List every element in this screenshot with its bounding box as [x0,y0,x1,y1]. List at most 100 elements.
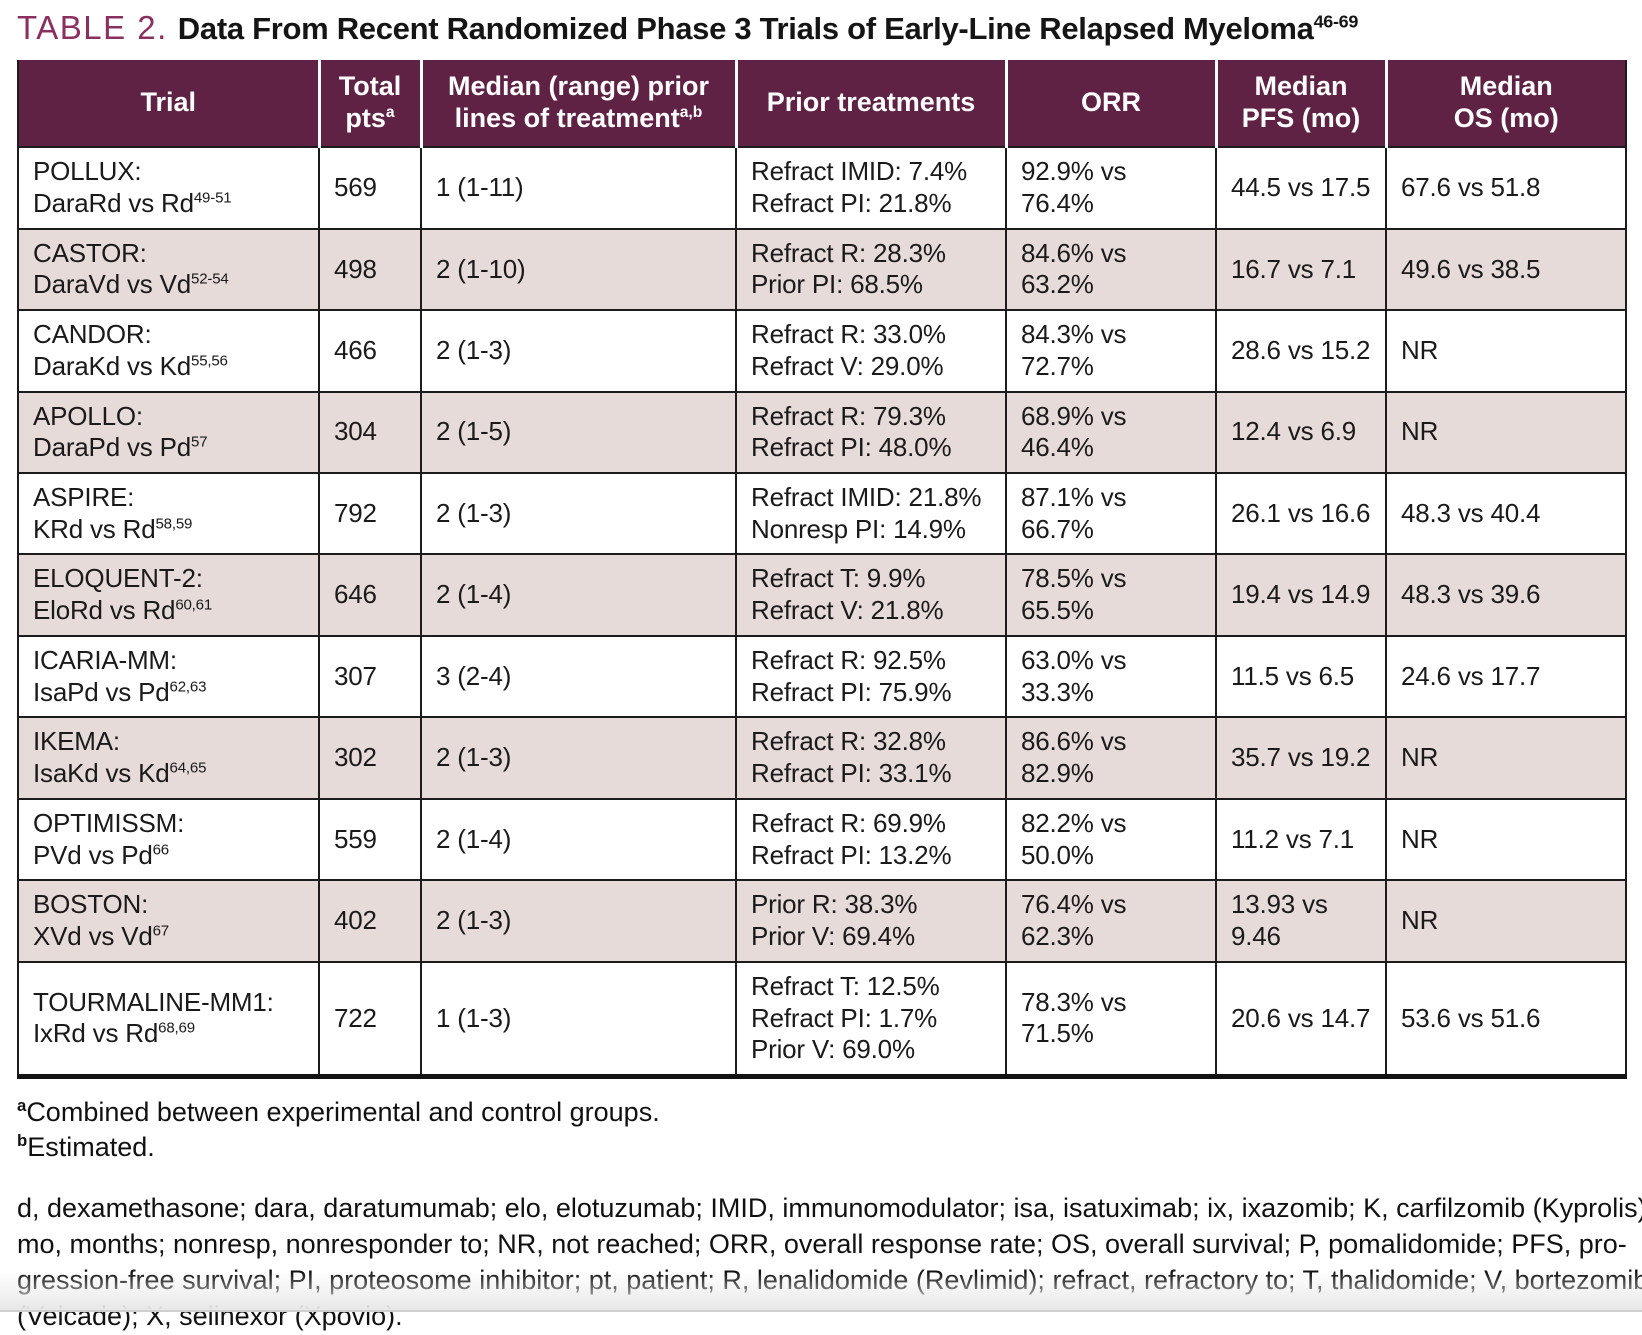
header-row: Trial Total ptsa Median (range) prior line… [18,60,1626,148]
prior-treatment-line: Refract R: 28.3% [751,237,946,268]
column-header-trial: Trial [18,60,319,148]
prior-treatment-line: Nonresp PI: 14.9% [751,513,966,544]
trials-table: Trial Total ptsa Median (range) prior line… [17,60,1627,1080]
median-pfs-cell: 35.7 vs 19.2 [1215,716,1387,800]
prior-treatments-cell: Refract IMID: 21.8% Nonresp PI: 14.9% [735,472,1007,556]
trial-name: POLLUX: [33,156,142,187]
orr-cell: 84.6% vs 63.2% [1005,227,1217,312]
orr-cell: 63.0% vs 33.3% [1005,634,1217,719]
column-header-median: Median OS (mo) [1384,60,1626,148]
median-os-cell: NR [1385,797,1627,882]
trial-name: BOSTON: [33,889,149,920]
trial-regimen: PVd vs Pd66 [33,840,308,872]
median-os-cell: NR [1385,390,1627,475]
median-pfs-cell: 12.4 vs 6.9 [1215,390,1387,475]
trial-regimen: EloRd vs Rd60,61 [33,595,308,627]
median-pfs-cell: 28.6 vs 15.2 [1215,309,1387,393]
orr-cell: 84.3% vs 72.7% [1005,309,1217,393]
trial-regimen: IsaPd vs Pd62,63 [33,677,308,709]
prior-treatments-cell: Refract IMID: 7.4% Refract PI: 21.8% [735,146,1007,230]
prior-treatment-line: Prior PI: 68.5% [751,269,923,300]
footnote-b-marker: b [17,1131,28,1151]
regimen-text: DaraPd vs Pd [33,432,192,463]
median-pfs-cell: 20.6 vs 14.7 [1215,960,1387,1078]
median-lines-cell: 3 (2-4) [420,634,737,719]
median-os-cell: 48.3 vs 40.4 [1385,472,1627,556]
trial-name: ASPIRE: [33,482,135,513]
prior-treatment-line: Refract PI: 75.9% [751,676,952,707]
prior-treatment-line: Refract V: 21.8% [751,595,944,626]
regimen-text: EloRd vs Rd [33,595,176,626]
table-row: ASPIRE: KRd vs Rd58,59 792 2 (1-3) Refract I… [17,472,1627,556]
median-pfs-cell: 11.2 vs 7.1 [1215,797,1387,882]
regimen-text: XVd vs Vd [33,920,153,951]
orr-cell: 78.3% vs 71.5% [1005,960,1217,1078]
prior-treatment-line: Refract V: 29.0% [751,350,944,381]
median-os-cell: 53.6 vs 51.6 [1385,960,1627,1078]
trial-regimen: DaraVd vs Vd52-54 [33,269,308,301]
regimen-text: IsaPd vs Pd [33,676,170,707]
title-text: Data From Recent Randomized Phase 3 Tria… [178,11,1359,46]
trial-name: OPTIMISSM: [33,807,185,838]
median-lines-cell: 2 (1-10) [420,227,737,312]
regimen-text: DaraRd vs Rd [33,188,194,219]
prior-treatments-cell: Refract R: 33.0% Refract V: 29.0% [735,309,1007,393]
prior-treatment-line: Refract T: 12.5% [751,970,940,1001]
column-header-label: Median (range) prior lines of treatment [447,71,710,134]
trial-cell: IKEMA: IsaKd vs Kd64,65 [17,716,320,800]
trial-name: CANDOR: [33,319,152,350]
median-os-cell: NR [1385,309,1627,393]
prior-treatment-line: Refract T: 9.9% [751,563,926,594]
median-os-cell: 48.3 vs 39.6 [1385,553,1627,637]
column-header-orr: ORR [1004,60,1216,148]
trial-cell: ASPIRE: KRd vs Rd58,59 [17,472,320,556]
column-header-median: Median (range) prior lines of treatmenta… [419,60,736,148]
total-pts-cell: 559 [318,797,422,882]
column-header-label: ORR [1081,87,1141,118]
column-header-label: Trial [140,87,197,118]
abbreviation-line: d, dexamethasone; dara, daratumumab; elo… [17,1193,1642,1224]
prior-treatment-line: Refract IMID: 21.8% [751,482,982,513]
total-pts-cell: 722 [318,960,422,1078]
footnote-b: bEstimated. [17,1130,1642,1165]
reference-superscript: 68,69 [158,1019,195,1037]
table-body: POLLUX: DaraRd vs Rd49-51 569 1 (1-11) Refra… [17,146,1627,1078]
median-os-cell: 24.6 vs 17.7 [1385,634,1627,719]
prior-treatments-cell: Refract R: 92.5% Refract PI: 75.9% [735,634,1007,719]
table-row: CASTOR: DaraVd vs Vd52-54 498 2 (1-10) Refra… [17,227,1627,312]
median-lines-cell: 2 (1-3) [420,309,737,393]
median-os-cell: NR [1385,716,1627,800]
total-pts-cell: 402 [318,879,422,963]
total-pts-cell: 792 [318,472,422,556]
prior-treatment-line: Refract PI: 33.1% [751,758,952,789]
trial-name: APOLLO: [33,400,143,431]
orr-cell: 78.5% vs 65.5% [1005,553,1217,637]
trial-name: TOURMALINE-MM1: [33,986,274,1017]
median-lines-cell: 1 (1-3) [420,960,737,1078]
total-pts-cell: 646 [318,553,422,637]
total-pts-cell: 498 [318,227,422,312]
orr-cell: 76.4% vs 62.3% [1005,879,1217,963]
orr-cell: 68.9% vs 46.4% [1005,390,1217,475]
column-header-label: Prior treatments [766,87,976,118]
median-lines-cell: 2 (1-3) [420,716,737,800]
trial-cell: CANDOR: DaraKd vs Kd55,56 [17,309,320,393]
median-pfs-cell: 13.93 vs 9.46 [1215,879,1387,963]
orr-cell: 87.1% vs 66.7% [1005,472,1217,556]
footnote-a-marker: a [17,1096,27,1116]
prior-treatment-line: Refract R: 69.9% [751,807,946,838]
orr-cell: 86.6% vs 82.9% [1005,716,1217,800]
prior-treatments-cell: Refract T: 9.9% Refract V: 21.8% [735,553,1007,637]
reference-superscript: 52-54 [191,270,229,288]
median-os-cell: NR [1385,879,1627,963]
footnote-a: aCombined between experimental and contr… [17,1095,1642,1130]
median-pfs-cell: 19.4 vs 14.9 [1215,553,1387,637]
column-header-total: Total ptsa [317,60,421,148]
footnote-b-text: Estimated. [27,1132,155,1163]
table-row: APOLLO: DaraPd vs Pd57 304 2 (1-5) Refract R… [17,390,1627,475]
prior-treatment-line: Refract PI: 13.2% [751,839,952,870]
abbreviation-line: (Velcade); X, selinexor (Xpovio). [17,1301,403,1332]
prior-treatment-line: Refract PI: 21.8% [751,188,952,219]
table-row: BOSTON: XVd vs Vd67 402 2 (1-3) Prior R: 38.… [17,879,1627,963]
prior-treatment-line: Prior V: 69.0% [751,1034,915,1065]
